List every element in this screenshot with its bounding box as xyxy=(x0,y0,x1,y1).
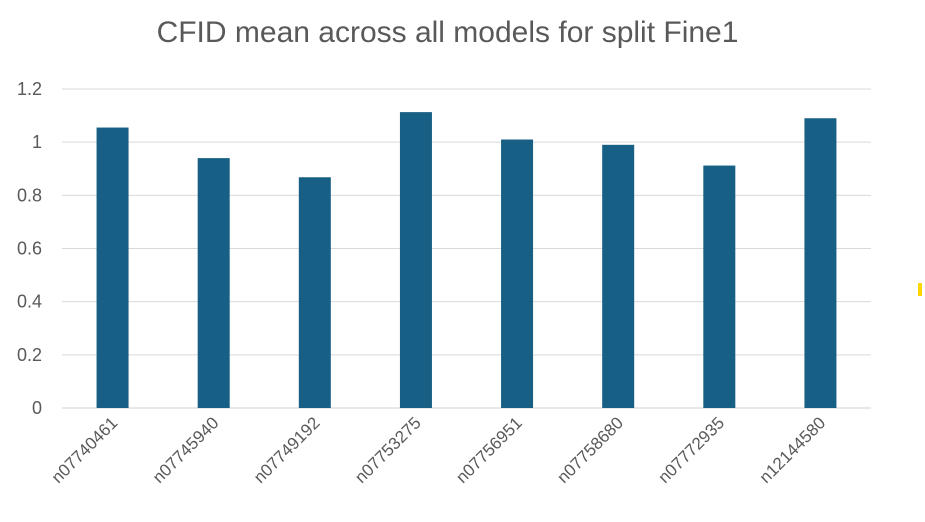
x-category-label: n07753275 xyxy=(351,413,425,487)
y-tick-label: 0.8 xyxy=(17,185,42,205)
x-category-label: n07758680 xyxy=(553,413,627,487)
y-axis-tick-labels: 0 0.2 0.4 0.6 0.8 1 1.2 xyxy=(17,79,42,418)
bar-n07745940 xyxy=(197,158,230,408)
bar-n07753275 xyxy=(399,112,432,408)
y-tick-label: 1 xyxy=(32,132,42,152)
x-category-label: n07772935 xyxy=(655,413,729,487)
x-category-label: n07756951 xyxy=(452,413,526,487)
x-category-label: n07740461 xyxy=(48,413,122,487)
gridlines xyxy=(62,88,871,409)
bar-n07772935 xyxy=(703,165,736,408)
chart-title: CFID mean across all models for split Fi… xyxy=(156,16,739,49)
y-tick-label: 0.2 xyxy=(17,345,42,365)
bar-n12144580 xyxy=(804,118,837,408)
x-axis-category-labels: n07740461 n07745940 n07749192 n07753275 n077… xyxy=(48,413,829,487)
y-tick-label: 0.4 xyxy=(17,292,42,312)
y-tick-label: 0.6 xyxy=(17,239,42,259)
bar-n07740461 xyxy=(96,127,129,408)
bar-n07756951 xyxy=(501,139,534,408)
bars xyxy=(96,112,837,408)
x-category-label: n12144580 xyxy=(756,413,830,487)
bar-n07758680 xyxy=(602,144,635,408)
y-tick-label: 0 xyxy=(32,398,42,418)
x-category-label: n07749192 xyxy=(250,413,324,487)
y-tick-label: 1.2 xyxy=(17,79,42,99)
yellow-marker xyxy=(918,283,922,296)
bar-n07749192 xyxy=(298,177,331,408)
x-category-label: n07745940 xyxy=(149,413,223,487)
